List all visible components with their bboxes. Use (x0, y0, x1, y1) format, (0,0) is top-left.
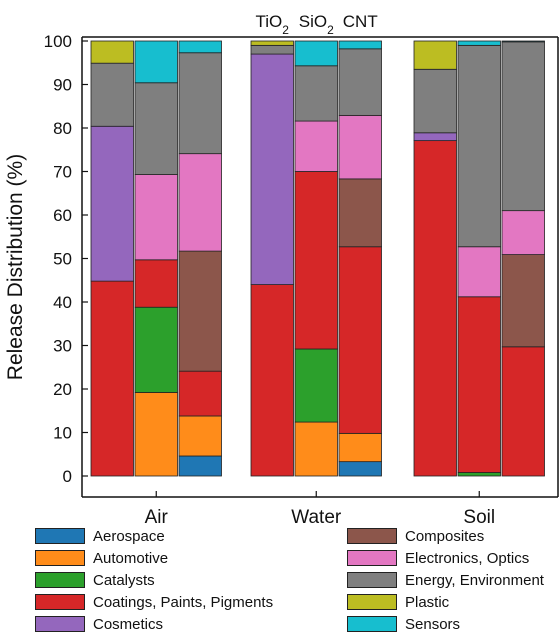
x-tick-label-air: Air (145, 507, 169, 528)
bar-segment-water-cnt-energy-environment (338, 48, 382, 116)
y-tick-label: 0 (63, 467, 72, 486)
y-tick-label: 10 (53, 424, 72, 443)
bar-segment-soil-sio2-electronics-optics (457, 246, 501, 298)
y-tick-label: 30 (53, 337, 72, 356)
bar-segment-air-cnt-energy-environment (178, 52, 222, 155)
bar-segment-water-sio2-electronics-optics (294, 120, 338, 172)
bar-segment-soil-sio2-catalysts (457, 472, 501, 477)
y-tick-label: 80 (53, 119, 72, 138)
bar-segment-soil-sio2-energy-environment (457, 44, 501, 248)
bar-segment-water-tio2-cosmetics (250, 53, 294, 286)
bar-segment-water-tio2-coatings-paints-pigments (250, 284, 294, 477)
bar-segment-air-cnt-composites (178, 250, 222, 372)
bar-segment-water-cnt-electronics-optics (338, 114, 382, 180)
bar-segment-water-sio2-energy-environment (294, 65, 338, 122)
bar-segment-air-sio2-automotive (134, 392, 178, 477)
bar-segment-air-sio2-sensors (134, 40, 178, 84)
bar-segment-soil-tio2-energy-environment (413, 68, 457, 134)
bar-segment-air-tio2-plastic (90, 40, 134, 64)
y-tick-label: 90 (53, 76, 72, 95)
bar-segment-air-sio2-catalysts (134, 306, 178, 393)
bar-segment-air-sio2-electronics-optics (134, 174, 178, 261)
bar-segment-air-sio2-energy-environment (134, 82, 178, 175)
bar-segment-water-cnt-sensors (338, 40, 382, 50)
material-label-tio2: TiO2 (256, 12, 290, 37)
bar-segment-water-cnt-composites (338, 178, 382, 248)
bar-segment-water-cnt-coatings-paints-pigments (338, 246, 382, 434)
bar-segment-water-cnt-aerospace (338, 461, 382, 477)
y-tick-label: 70 (53, 163, 72, 182)
bar-segment-air-cnt-automotive (178, 415, 222, 457)
bar-segment-air-cnt-coatings-paints-pigments (178, 370, 222, 417)
bar-segment-soil-tio2-cosmetics (413, 132, 457, 142)
bar-segment-soil-tio2-coatings-paints-pigments (413, 140, 457, 477)
bar-segment-water-tio2-plastic (250, 40, 294, 46)
bar-segment-air-tio2-cosmetics (90, 125, 134, 282)
bar-segment-air-cnt-sensors (178, 40, 222, 54)
material-label-cnt: CNT (343, 12, 378, 31)
y-tick-label: 60 (53, 206, 72, 225)
material-label-sio2: SiO2 (299, 12, 334, 37)
bar-segment-soil-cnt-energy-environment (501, 41, 545, 212)
bar-segment-soil-cnt-electronics-optics (501, 210, 545, 255)
bar-segment-air-tio2-coatings-paints-pigments (90, 280, 134, 477)
x-tick-label-water: Water (291, 507, 342, 528)
bar-segment-air-cnt-electronics-optics (178, 153, 222, 252)
bar-segment-water-sio2-catalysts (294, 348, 338, 423)
y-tick-label: 40 (53, 293, 72, 312)
bar-segment-soil-cnt-sensors (501, 40, 545, 43)
bar-segment-air-tio2-energy-environment (90, 62, 134, 127)
bar-segment-water-sio2-sensors (294, 40, 338, 67)
y-tick-label: 100 (44, 32, 72, 51)
y-tick-label: 50 (53, 250, 72, 269)
bar-segment-soil-cnt-composites (501, 254, 545, 348)
bar-segment-air-sio2-coatings-paints-pigments (134, 259, 178, 308)
bar-segment-soil-cnt-coatings-paints-pigments (501, 346, 545, 477)
bar-segment-soil-sio2-sensors (457, 40, 501, 46)
y-axis-title: Release Distribution (%) (4, 154, 27, 380)
bar-segment-air-cnt-aerospace (178, 455, 222, 477)
bar-segment-water-sio2-automotive (294, 421, 338, 477)
bar-segment-water-sio2-coatings-paints-pigments (294, 171, 338, 350)
bar-segment-water-tio2-energy-environment (250, 44, 294, 55)
bar-segment-water-cnt-automotive (338, 432, 382, 463)
y-tick-label: 20 (53, 380, 72, 399)
x-tick-label-soil: Soil (463, 507, 495, 528)
bar-segment-soil-sio2-coatings-paints-pigments (457, 296, 501, 473)
bar-segment-soil-tio2-plastic (413, 40, 457, 70)
